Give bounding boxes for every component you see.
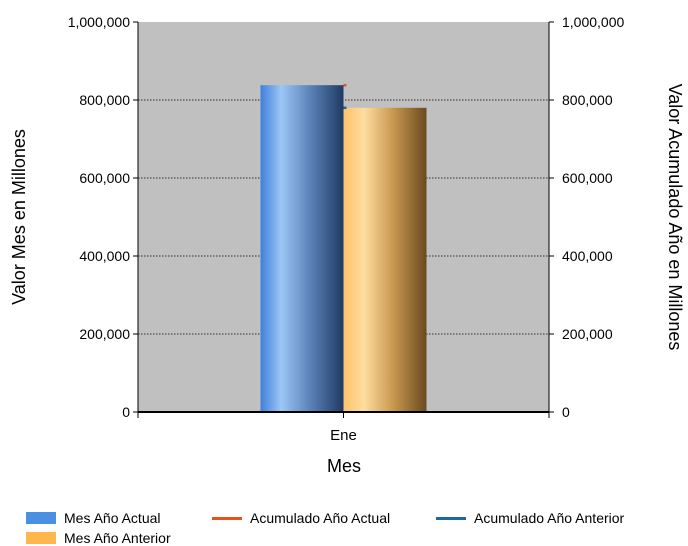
y-right-tick-label: 600,000: [562, 170, 613, 186]
y-axis-left-title: Valor Mes en Millones: [9, 129, 29, 305]
series-lines: [343, 83, 347, 110]
y-left-tick-label: 1,000,000: [68, 14, 130, 30]
bar-mes-anterior: [343, 107, 427, 413]
y-axis-left-ticks: 0 200,000 400,000 600,000 800,000 1,000,000: [68, 14, 138, 420]
y-right-tick-label: 0: [562, 404, 570, 420]
x-tick-label: Ene: [330, 427, 357, 444]
x-axis-title: Mes: [327, 456, 361, 476]
y-left-tick-label: 200,000: [79, 326, 130, 342]
y-axis-right-ticks: 0 200,000 400,000 600,000 800,000 1,000,000: [549, 14, 624, 420]
y-right-tick-label: 800,000: [562, 92, 613, 108]
y-left-tick-label: 600,000: [79, 170, 130, 186]
y-right-tick-label: 200,000: [562, 326, 613, 342]
bars: [260, 85, 427, 413]
y-left-tick-label: 800,000: [79, 92, 130, 108]
y-axis-right-title: Valor Acumulado Año en Millones: [665, 84, 685, 351]
y-right-tick-label: 1,000,000: [562, 14, 624, 30]
y-left-tick-label: 0: [122, 404, 130, 420]
x-axis-ticks: Ene: [137, 412, 550, 444]
bar-mes-actual: [260, 85, 344, 413]
y-right-tick-label: 400,000: [562, 248, 613, 264]
y-left-tick-label: 400,000: [79, 248, 130, 264]
